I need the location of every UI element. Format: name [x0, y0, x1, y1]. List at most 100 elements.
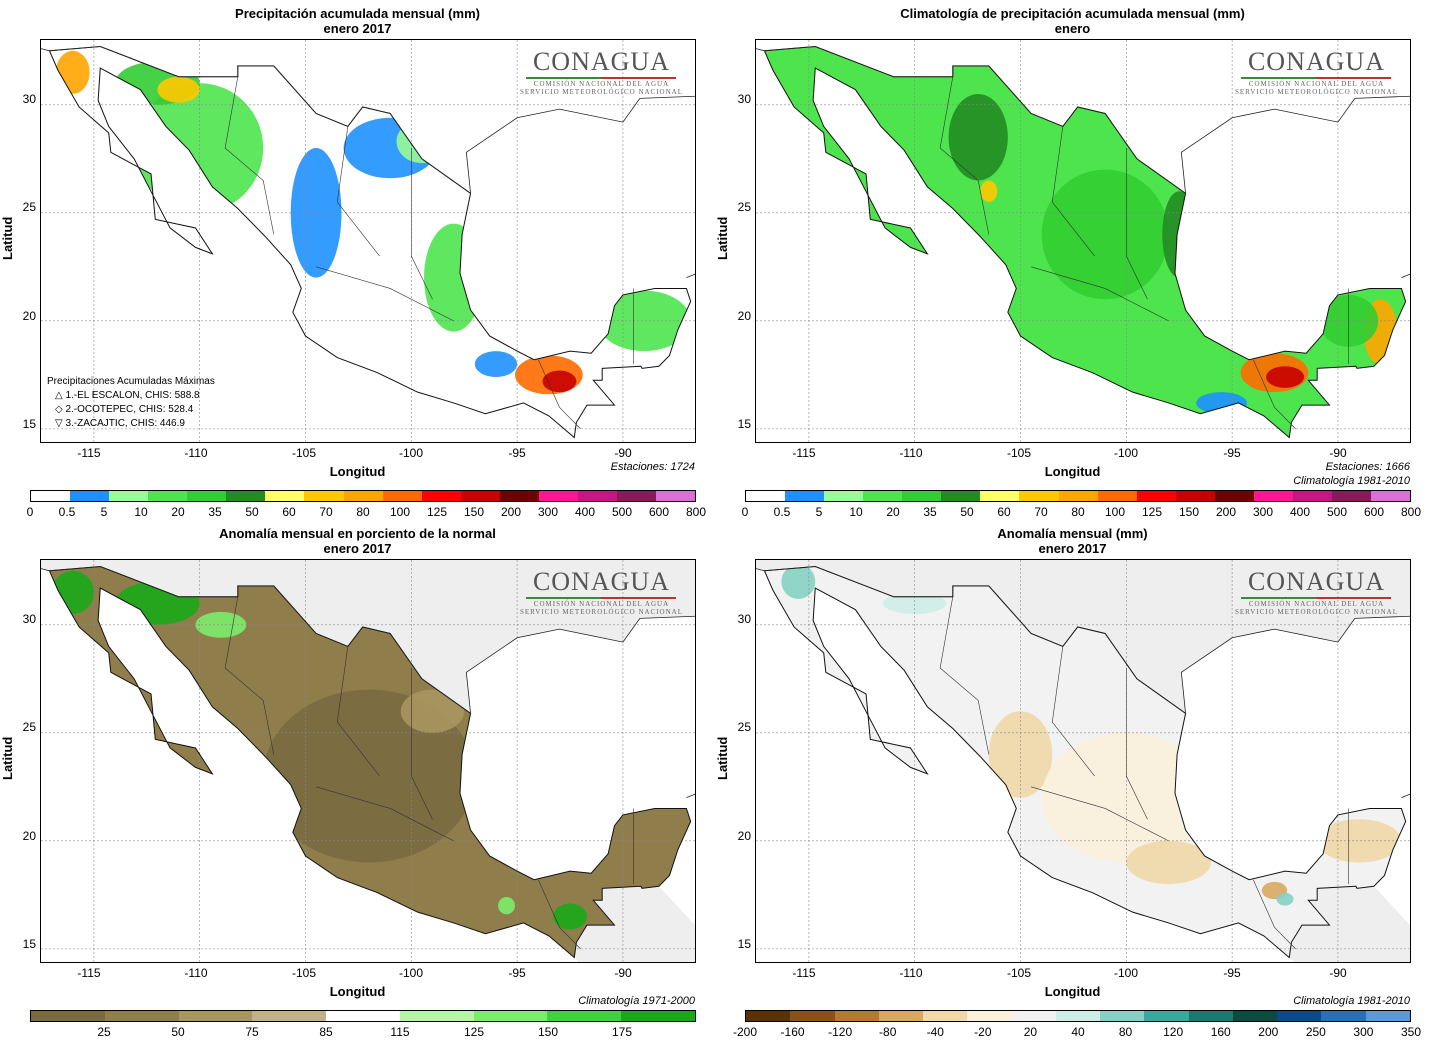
stations-note: Estaciones: 1724	[610, 461, 695, 473]
precip-region	[597, 290, 691, 352]
color-bar-label: 200	[1258, 1025, 1279, 1039]
color-bar-label: 350	[1400, 1025, 1422, 1039]
color-bar-label: 125	[426, 505, 448, 519]
color-bar	[30, 490, 696, 502]
x-tick: -100	[398, 966, 424, 980]
x-tick: -100	[1113, 446, 1139, 460]
color-bar-label: 0	[26, 505, 34, 519]
color-bar-segment	[1136, 491, 1176, 501]
us-coastline	[756, 566, 1410, 715]
color-bar-label: 35	[923, 505, 937, 519]
precip-region	[1265, 366, 1305, 388]
color-bar-label: 70	[319, 505, 333, 519]
x-tick: -90	[614, 446, 632, 460]
map-area[interactable]: CONAGUA COMISIÓN NACIONAL DEL AGUA SERVIC…	[40, 39, 696, 443]
color-bar-segment	[252, 1011, 327, 1021]
y-axis-label: Latitud	[715, 736, 730, 780]
state-border	[1126, 148, 1148, 300]
precip-region	[498, 897, 516, 915]
x-axis-label: Longitud	[329, 464, 386, 479]
precip-region	[343, 117, 437, 179]
color-bar-label: 150	[537, 1025, 559, 1039]
mexico-outline	[48, 45, 692, 439]
y-tick: 30	[737, 612, 751, 626]
map-area[interactable]: CONAGUA COMISIÓN NACIONAL DEL AGUA SERVIC…	[755, 559, 1411, 963]
color-bar-label: 80	[1071, 505, 1085, 519]
color-bar-label: 500	[611, 505, 633, 519]
x-tick: -95	[508, 966, 526, 980]
y-tick: 30	[22, 92, 36, 106]
color-bar-segment	[70, 491, 110, 501]
color-bar-label: -40	[926, 1025, 944, 1039]
color-bar-segment	[980, 491, 1020, 501]
color-bar-label: 0.5	[58, 505, 76, 519]
x-tick: -115	[77, 446, 101, 460]
climatology-note: Climatología 1981-2010	[1293, 475, 1410, 487]
color-bar-segment	[1292, 491, 1332, 501]
color-bar-label: 200	[500, 505, 522, 519]
map-area[interactable]: CONAGUA COMISIÓN NACIONAL DEL AGUA SERVIC…	[40, 559, 696, 963]
color-bar-label: -200	[732, 1025, 758, 1039]
color-bar-segment	[31, 491, 71, 501]
color-bar-label: -120	[828, 1025, 853, 1039]
color-bar-segment	[902, 491, 942, 501]
x-tick: -115	[792, 966, 816, 980]
color-bar-segment	[746, 491, 786, 501]
color-bar-segment	[790, 1011, 835, 1021]
color-bar-segment	[746, 1011, 791, 1021]
state-border	[1031, 266, 1169, 322]
color-bar-label: 160	[1210, 1025, 1231, 1039]
color-bar-segment	[878, 1011, 924, 1021]
color-bar-label: 80	[1118, 1025, 1133, 1039]
map-area[interactable]: CONAGUA COMISIÓN NACIONAL DEL AGUA SERVIC…	[755, 39, 1411, 443]
color-bar-label: -160	[780, 1025, 805, 1039]
color-bar-segment	[1253, 491, 1293, 501]
panel-title: Precipitación acumulada mensual (mm)	[235, 6, 480, 21]
state-border	[538, 879, 581, 950]
x-tick: -100	[1113, 966, 1139, 980]
color-bar-segment	[1331, 491, 1371, 501]
state-border	[224, 596, 275, 755]
precip-region	[474, 351, 518, 378]
stations-note: Estaciones: 1666	[1325, 461, 1410, 473]
precip-region	[396, 119, 448, 164]
cuba-coast	[1401, 793, 1410, 799]
legend-item: △ 1.-EL ESCALON, CHIS: 588.8	[55, 390, 200, 401]
color-bar-segment	[148, 491, 188, 501]
state-border	[939, 76, 990, 235]
color-bar-label: 115	[390, 1025, 410, 1039]
color-bar-segment	[1055, 1011, 1101, 1021]
color-bar-label: 50	[960, 505, 974, 519]
y-tick: 15	[737, 417, 751, 431]
map-canvas	[41, 40, 695, 442]
color-bar-segment	[1365, 1011, 1410, 1021]
precip-region	[1041, 169, 1169, 300]
precip-region	[542, 370, 577, 393]
color-bar-label: 25	[97, 1025, 111, 1039]
precip-region	[195, 611, 247, 638]
y-axis-label: Latitud	[0, 736, 15, 780]
x-tick: -95	[508, 446, 526, 460]
color-bar-segment	[621, 1011, 696, 1021]
precip-region	[157, 76, 200, 103]
color-bar-label: 10	[849, 505, 863, 519]
color-bar-segment	[326, 1011, 400, 1021]
color-bar-segment	[1277, 1011, 1322, 1021]
color-bar-segment	[109, 491, 149, 501]
panel-subtitle: enero 2017	[1038, 541, 1107, 556]
neighbor-area	[574, 886, 695, 962]
color-bar-label: 0.5	[773, 505, 791, 519]
x-axis-label: Longitud	[1044, 984, 1101, 999]
x-tick: -105	[291, 966, 317, 980]
color-bar-label: 35	[208, 505, 222, 519]
color-bar-label: 50	[245, 505, 259, 519]
color-bar-label: 250	[1305, 1025, 1326, 1039]
color-bar-label: 300	[1252, 505, 1274, 519]
legend-item: ▽ 3.-ZACAJTIC, CHIS: 446.9	[55, 418, 185, 429]
color-bar-segment	[547, 1011, 622, 1021]
color-bar-segment	[1144, 1011, 1189, 1021]
color-bar-label: 50	[171, 1025, 185, 1039]
climatology-note: Climatología 1971-2000	[578, 995, 695, 1007]
color-bar-label: 800	[1400, 505, 1422, 519]
x-axis-label: Longitud	[329, 984, 386, 999]
